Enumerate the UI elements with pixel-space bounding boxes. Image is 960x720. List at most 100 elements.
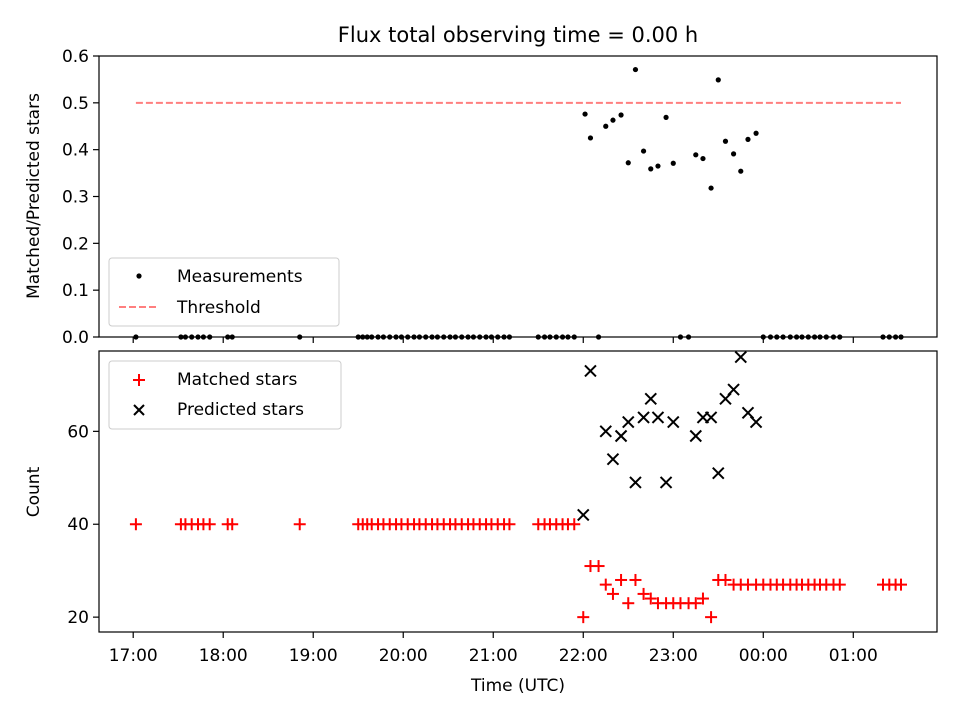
measurement-point [553, 334, 559, 340]
measurement-point [405, 334, 411, 340]
bottom-y-tick-label: 40 [67, 515, 89, 535]
matched-star-point [568, 518, 581, 531]
predicted-star-point [577, 508, 590, 522]
predicted-star-point [749, 415, 763, 429]
x-axis-label: Time (UTC) [470, 676, 565, 696]
measurement-point [780, 334, 786, 340]
measurement-point [565, 334, 571, 340]
x-tick-label: 20:00 [379, 646, 428, 666]
measurement-point [760, 334, 766, 340]
measurement-point [547, 334, 553, 340]
x-tick-label: 21:00 [469, 646, 518, 666]
legend-matched-marker [133, 374, 145, 386]
measurement-point [416, 334, 423, 340]
measurement-point [793, 334, 800, 340]
matched-star-point [894, 578, 907, 591]
measurement-point [178, 334, 184, 340]
legend-predicted-label: Predicted stars [177, 400, 304, 420]
measurement-point [685, 334, 692, 340]
measurement-point [447, 334, 453, 340]
measurement-point [495, 334, 501, 340]
matched-star-point [622, 597, 635, 610]
measurement-point [811, 334, 818, 340]
measurement-point [738, 168, 744, 174]
predicted-star-point [584, 364, 597, 378]
bottom-y-tick-label: 60 [67, 422, 89, 442]
measurement-point [700, 155, 706, 162]
measurement-point [189, 334, 195, 340]
chart-title: Flux total observing time = 0.00 h [338, 23, 698, 47]
top-y-tick-label: 0.6 [62, 47, 89, 67]
top-y-axis-label: Matched/Predicted stars [24, 93, 44, 299]
measurement-point [582, 111, 588, 117]
measurement-point [423, 334, 429, 340]
top-y-tick-label: 0.2 [62, 234, 89, 254]
measurement-point [429, 334, 435, 340]
predicted-star-point [622, 415, 635, 429]
measurement-point [587, 135, 594, 141]
predicted-star-point [734, 350, 747, 364]
legend-predicted-marker [133, 404, 145, 416]
measurement-point [787, 334, 793, 340]
measurement-point [133, 334, 139, 340]
top-y-tick-label: 0.4 [62, 141, 89, 161]
predicted-star-point [637, 411, 650, 424]
measurement-point [670, 160, 676, 166]
measurement-point [603, 123, 609, 129]
measurement-point [648, 166, 654, 172]
measurement-point [369, 334, 375, 340]
measurement-point [715, 77, 721, 83]
measurement-point [411, 334, 417, 340]
measurement-point [632, 66, 639, 73]
top-y-tick-label: 0.0 [62, 328, 89, 348]
measurement-point [470, 334, 477, 340]
matched-star-point [615, 573, 628, 586]
measurement-point [375, 334, 381, 340]
bottom-y-tick-label: 20 [67, 608, 89, 628]
predicted-star-point [727, 383, 740, 396]
measurement-point [774, 334, 780, 340]
measurement-point [541, 334, 548, 340]
measurement-point [595, 334, 602, 340]
measurement-point [360, 334, 366, 340]
matched-star-point [644, 592, 657, 605]
legend-threshold-label: Threshold [176, 298, 261, 318]
measurement-point [297, 334, 303, 340]
measurement-point [610, 117, 616, 123]
measurement-point [355, 334, 361, 340]
measurement-point [886, 334, 892, 340]
measurement-point [823, 334, 829, 340]
matched-star-point [577, 611, 590, 624]
measurement-point [452, 334, 459, 340]
measurement-point [898, 334, 904, 340]
matched-star-point [637, 587, 650, 600]
matched-star-point [689, 597, 702, 610]
measurement-point [195, 334, 201, 340]
measurement-point [182, 334, 189, 340]
measurement-point [571, 334, 577, 340]
matched-star-point [129, 518, 142, 531]
measurement-point [459, 334, 465, 340]
measurement-point [387, 334, 393, 340]
matched-star-point [226, 518, 239, 531]
measurement-point [225, 334, 231, 340]
predicted-star-point [629, 476, 642, 489]
matched-star-point [719, 573, 732, 586]
measurement-point [805, 334, 811, 340]
measurement-point [708, 185, 714, 191]
matched-star-point [606, 587, 619, 600]
measurement-point [655, 163, 661, 169]
measurement-point [488, 334, 495, 340]
predicted-star-point [659, 476, 673, 489]
matched-star-point [503, 518, 516, 531]
measurement-point [483, 334, 489, 340]
x-tick-label: 17:00 [109, 646, 158, 666]
measurement-point [830, 334, 837, 340]
measurement-point [229, 334, 235, 340]
matched-star-point [592, 560, 605, 573]
bottom-x-ticks: 17:00 18:00 19:00 20:00 21:00 22:00 23:00 00:00… [109, 632, 878, 666]
predicted-star-point [599, 425, 612, 438]
measurement-point [535, 334, 541, 340]
matched-star-point [696, 592, 709, 605]
measurement-point [799, 334, 805, 340]
